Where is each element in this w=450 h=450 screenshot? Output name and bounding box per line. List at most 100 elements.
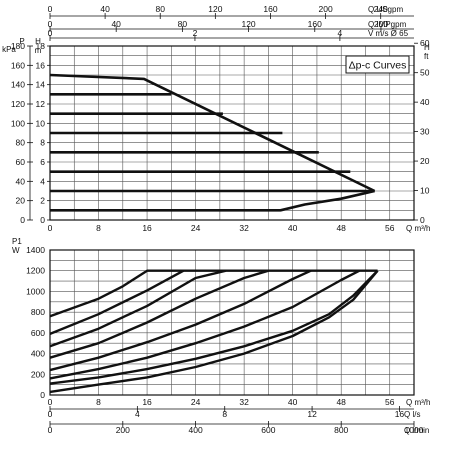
bottom-axis-tick-label: 16 [395, 409, 405, 419]
top-axis-tick-label: 0 [48, 28, 53, 38]
bottom-axis-tick-label: 12 [307, 409, 317, 419]
bottom-axis-tick-label: 8 [222, 409, 227, 419]
power-curve [49, 269, 269, 359]
head-axis-unit: m [35, 46, 42, 55]
top-axis-tick-label: 2 [193, 28, 198, 38]
bottom-axis-tick-label: 0 [48, 409, 53, 419]
power-curve [49, 269, 379, 394]
head-tick-label: 4 [40, 176, 45, 186]
ft-tick-label: 60 [420, 38, 430, 48]
top-axis-unit-label: Q USgpm [368, 5, 403, 14]
x-tick-label: 32 [239, 397, 249, 407]
power-curve [49, 269, 312, 372]
top-axis-tick-label: 200 [318, 4, 332, 14]
power-tick-label: 1000 [26, 286, 45, 296]
top-axis-tick-label: 120 [241, 19, 255, 29]
top-axis-unit-label: Q IMPgpm [368, 20, 407, 29]
x-tick-label: 8 [96, 223, 101, 233]
pressure-tick-label: 0 [20, 215, 25, 225]
bottom-axis-unit-label: Q l/min [404, 426, 429, 435]
power-axis-unit: W [12, 246, 20, 255]
head-tick-label: 12 [36, 99, 46, 109]
power-tick-label: 1400 [26, 245, 45, 255]
bottom-axis-tick-label: 0 [48, 425, 53, 435]
power-curve [49, 269, 227, 348]
pressure-tick-label: 20 [16, 196, 26, 206]
ft-tick-label: 20 [420, 156, 430, 166]
x-tick-label: 16 [142, 223, 152, 233]
bottom-axis-tick-label: 600 [261, 425, 275, 435]
top-axis-tick-label: 80 [155, 4, 165, 14]
top-axis-tick-label: 240 [374, 4, 388, 14]
power-tick-label: 0 [40, 390, 45, 400]
top-axis-tick-label: 40 [100, 4, 110, 14]
pressure-tick-label: 120 [11, 99, 25, 109]
top-axis-tick-label: 120 [208, 4, 222, 14]
top-axis-tick-label: 160 [308, 19, 322, 29]
x-axis-unit-label: Q m³/h [406, 398, 430, 407]
top-axis-tick-label: 0 [48, 19, 53, 29]
bottom-axis-tick-label: 800 [334, 425, 348, 435]
head-tick-label: 10 [36, 118, 46, 128]
top-axis-unit-label: V m/s Ø 65 [368, 29, 409, 38]
head-tick-label: 6 [40, 157, 45, 167]
ft-tick-label: 10 [420, 186, 430, 196]
pressure-axis-label: P [19, 37, 24, 46]
power-tick-label: 600 [31, 328, 45, 338]
ft-axis-unit: ft [424, 52, 429, 61]
pressure-tick-label: 100 [11, 118, 25, 128]
head-tick-label: 18 [36, 41, 46, 51]
head-tick-label: 2 [40, 196, 45, 206]
x-tick-label: 0 [48, 397, 53, 407]
dp-c-curve [49, 73, 376, 193]
x-tick-label: 48 [336, 223, 346, 233]
power-curve [49, 269, 360, 380]
top-axis-tick-label: 200 [374, 19, 388, 29]
power-tick-label: 200 [31, 369, 45, 379]
bottom-axis-tick-label: 200 [116, 425, 130, 435]
x-tick-label: 56 [385, 397, 395, 407]
bottom-axis-tick-label: 400 [189, 425, 203, 435]
x-tick-label: 0 [48, 223, 53, 233]
power-axis-label: P1 [12, 237, 22, 246]
top-axis-tick-label: 80 [178, 19, 188, 29]
legend-box [345, 55, 410, 74]
x-tick-label: 40 [288, 223, 298, 233]
pressure-tick-label: 180 [11, 41, 25, 51]
plot-frame [49, 249, 415, 396]
power-tick-label: 800 [31, 307, 45, 317]
pressure-tick-label: 60 [16, 157, 26, 167]
head-tick-label: 8 [40, 138, 45, 148]
legend-title: Δp-c Curves [349, 60, 407, 72]
x-tick-label: 16 [142, 397, 152, 407]
x-tick-label: 56 [385, 223, 395, 233]
x-tick-label: 24 [191, 223, 201, 233]
bottom-axis-tick-label: 4 [135, 409, 140, 419]
head-axis-label: H [35, 37, 41, 46]
power-curve [49, 269, 185, 336]
x-axis-unit-label: Q m³/h [406, 224, 430, 233]
top-axis-tick-label: 0 [48, 4, 53, 14]
head-tick-label: 0 [40, 215, 45, 225]
pressure-axis-unit: kPa [2, 45, 16, 54]
pressure-tick-label: 40 [16, 176, 26, 186]
power-tick-label: 400 [31, 349, 45, 359]
x-tick-label: 48 [336, 397, 346, 407]
top-axis-tick-label: 40 [111, 19, 121, 29]
head-tick-label: 14 [36, 80, 46, 90]
ft-tick-label: 30 [420, 127, 430, 137]
power-tick-label: 1200 [26, 266, 45, 276]
pressure-tick-label: 160 [11, 60, 25, 70]
bottom-axis-unit-label: Q l/s [404, 410, 420, 419]
power-curve [49, 269, 378, 318]
x-tick-label: 24 [191, 397, 201, 407]
ft-axis-label: H [424, 43, 430, 52]
x-tick-label: 32 [239, 223, 249, 233]
dp-c-curve [50, 189, 375, 212]
head-tick-label: 16 [36, 60, 46, 70]
x-tick-label: 40 [288, 397, 298, 407]
top-axis-tick-label: 160 [263, 4, 277, 14]
x-tick-label: 8 [96, 397, 101, 407]
